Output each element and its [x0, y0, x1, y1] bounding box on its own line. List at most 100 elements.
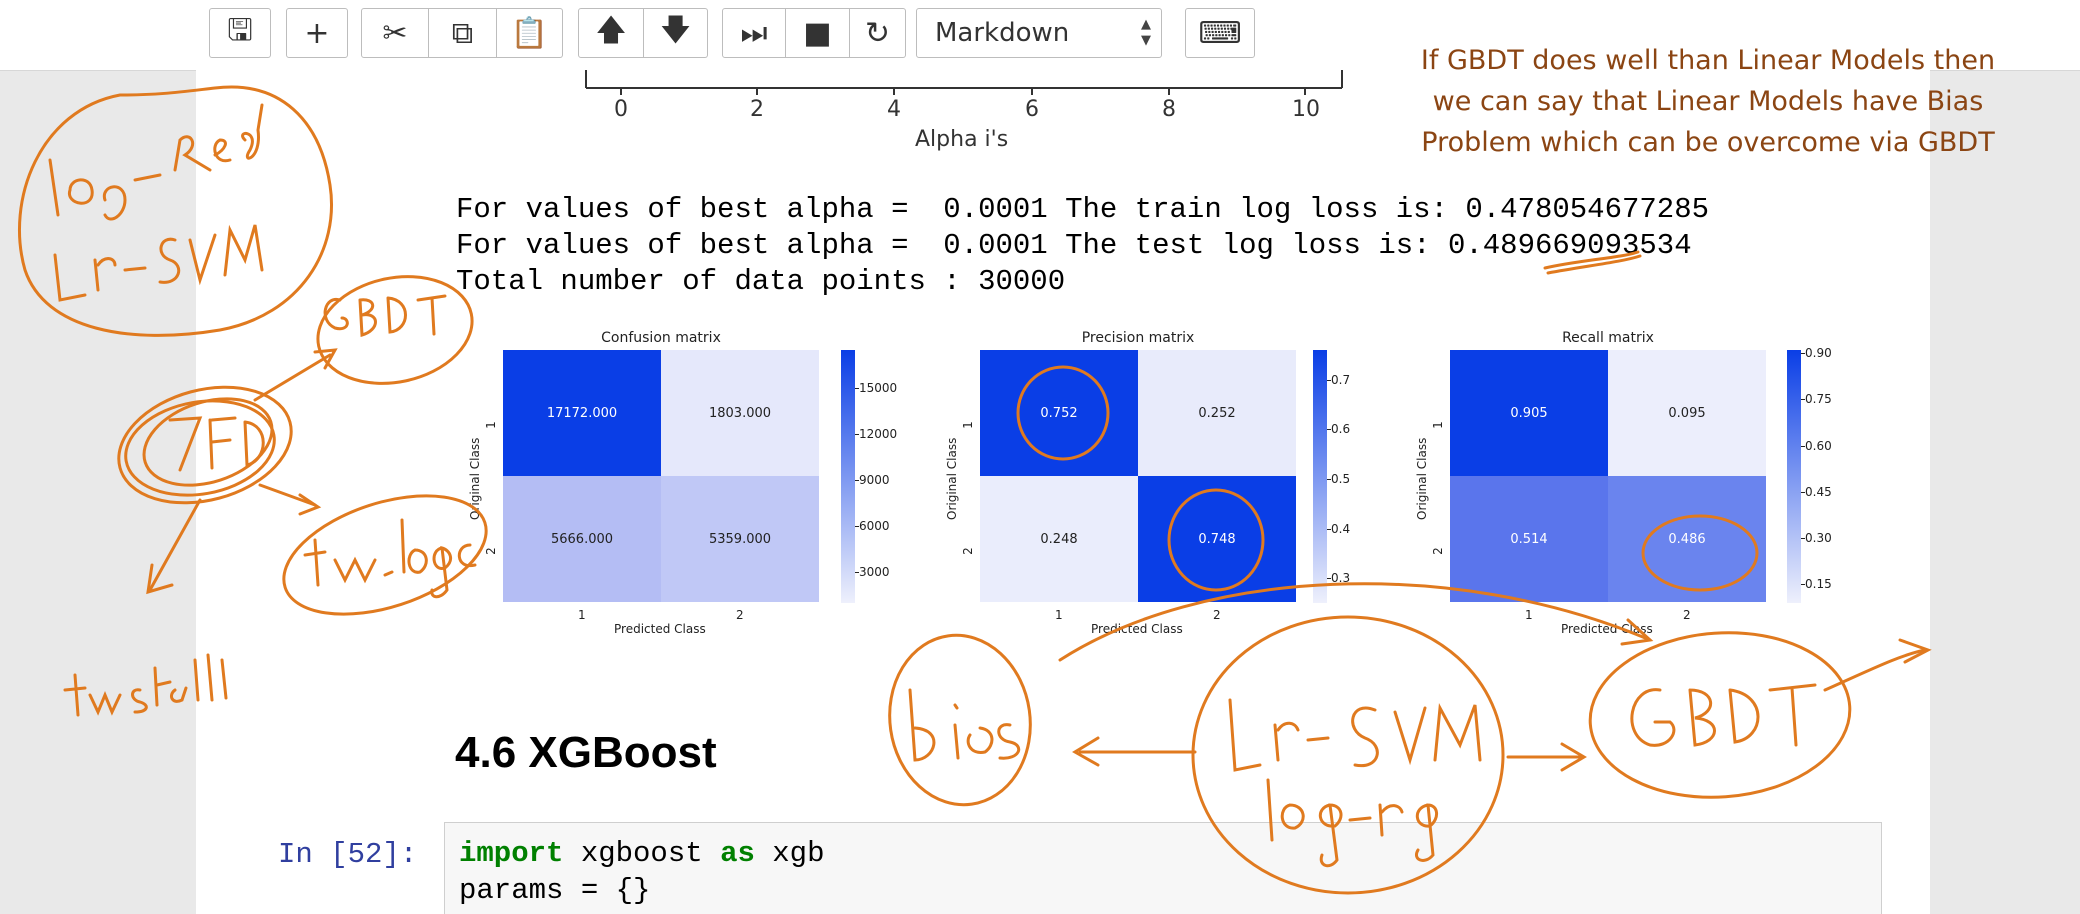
recall-matrix-cell: 0.095 [1608, 350, 1766, 476]
run-icon: ⏭ [740, 15, 768, 51]
move-up-button[interactable]: 🡅 [578, 8, 644, 58]
precision-matrix-cell: 0.248 [980, 476, 1138, 602]
colorbar-tick-mark [855, 572, 859, 574]
confusion-col-tick: 1 [578, 608, 586, 622]
colorbar-tick-mark [1801, 538, 1805, 540]
recall-col-tick: 2 [1683, 608, 1691, 622]
confusion-row-tick: 1 [483, 421, 498, 429]
move-down-button[interactable]: 🡇 [644, 8, 708, 58]
confusion-colorbar-tick: 9000 [859, 473, 890, 488]
precision-col-tick: 1 [1055, 608, 1063, 622]
confusion-x-axis-label: Predicted Class [614, 622, 706, 636]
cell-prompt: In [52]: [278, 838, 418, 871]
cell-type-select[interactable]: Markdown ▲ ▼ [916, 8, 1162, 58]
precision-matrix-cell: 0.752 [980, 350, 1138, 476]
precision-colorbar-tick: 0.5 [1331, 471, 1351, 486]
colorbar-tick-mark [1801, 445, 1805, 447]
precision-matrix-title: Precision matrix [1081, 330, 1195, 346]
code-cell-editor[interactable]: import xgboost as xgb params = {} [444, 822, 1882, 914]
interrupt-button[interactable]: ■ [786, 8, 850, 58]
confusion-matrix-cell: 5359.000 [661, 476, 819, 602]
recall-colorbar-tick: 0.90 [1805, 346, 1832, 361]
run-button[interactable]: ⏭ [722, 8, 786, 58]
cut-button[interactable]: ✂ [361, 8, 429, 58]
axis-tick-label: 4 [887, 97, 901, 122]
precision-col-tick: 2 [1213, 608, 1221, 622]
confusion-colorbar-tick: 12000 [859, 427, 898, 442]
precision-matrix-cell: 0.252 [1138, 350, 1296, 476]
confusion-colorbar-tick: 15000 [859, 381, 898, 396]
colorbar-tick-mark [1327, 379, 1331, 381]
restart-button[interactable]: ↻ [850, 8, 906, 58]
precision-matrix-cell: 0.748 [1138, 476, 1296, 602]
precision-row-tick: 2 [960, 547, 975, 555]
code-text: params = {} [459, 874, 651, 907]
confusion-matrix-cell: 1803.000 [661, 350, 819, 476]
copy-icon: ⧉ [451, 15, 474, 51]
axis-tick-label: 0 [614, 97, 628, 122]
confusion-col-tick: 2 [736, 608, 744, 622]
recall-colorbar-tick: 0.15 [1805, 577, 1832, 592]
confusion-colorbar-tick: 3000 [859, 565, 890, 580]
colorbar-tick-mark [855, 434, 859, 436]
colorbar-tick-mark [1801, 399, 1805, 401]
recall-y-axis-label: Original Class [1415, 437, 1429, 520]
recall-colorbar-tick: 0.30 [1805, 531, 1832, 546]
code-line: params = {} [459, 874, 650, 907]
precision-colorbar [1313, 350, 1327, 603]
arrow-up-icon: 🡅 [595, 12, 627, 48]
notebook-toolbar: 🖫 + ✂ ⧉ 📋 🡅 🡇 ⏭ ■ ↻ Markdown ▲ ▼ ⌨ [0, 0, 2080, 71]
keyboard-icon: ⌨ [1198, 15, 1242, 51]
confusion-y-axis-label: Original Class [468, 437, 482, 520]
colorbar-tick-mark [1801, 584, 1805, 586]
code-text: xgboost [563, 837, 721, 870]
command-palette-button[interactable]: ⌨ [1185, 8, 1255, 58]
restart-icon: ↻ [864, 15, 891, 51]
recall-row-tick: 2 [1430, 547, 1445, 555]
precision-row-tick: 1 [960, 421, 975, 429]
insert-cell-button[interactable]: + [286, 8, 348, 58]
stop-icon: ■ [803, 15, 832, 51]
plus-icon: + [304, 15, 330, 51]
colorbar-tick-mark [855, 526, 859, 528]
colorbar-tick-mark [855, 388, 859, 390]
precision-y-axis-label: Original Class [945, 437, 959, 520]
save-icon: 🖫 [227, 12, 253, 48]
recall-colorbar-tick: 0.75 [1805, 392, 1832, 407]
colorbar-tick-mark [1327, 528, 1331, 530]
output-line-train-loss: For values of best alpha = 0.0001 The tr… [456, 193, 1710, 226]
paste-button[interactable]: 📋 [497, 8, 563, 58]
colorbar-tick-mark [1327, 429, 1331, 431]
confusion-matrix-title: Confusion matrix [601, 330, 721, 346]
select-arrows-icon: ▲ ▼ [1141, 17, 1151, 48]
colorbar-tick-mark [1327, 478, 1331, 480]
recall-colorbar-tick: 0.60 [1805, 438, 1832, 453]
recall-row-tick: 1 [1430, 421, 1445, 429]
confusion-colorbar [841, 350, 855, 603]
recall-colorbar-tick: 0.45 [1805, 484, 1832, 499]
precision-colorbar-tick: 0.7 [1331, 372, 1351, 387]
cell-type-value: Markdown [935, 18, 1070, 48]
axis-tick-label: 2 [750, 97, 764, 122]
code-text: xgb [754, 837, 825, 870]
precision-colorbar-tick: 0.4 [1331, 521, 1351, 536]
axis-tick-label: 8 [1162, 97, 1176, 122]
confusion-matrix-cell: 17172.000 [503, 350, 661, 476]
colorbar-tick-mark [855, 480, 859, 482]
output-line-total-points: Total number of data points : 30000 [456, 265, 1066, 298]
code-keyword: import [459, 837, 564, 870]
colorbar-tick-mark [1801, 353, 1805, 355]
confusion-row-tick: 2 [483, 547, 498, 555]
recall-col-tick: 1 [1525, 608, 1533, 622]
save-button[interactable]: 🖫 [209, 8, 271, 58]
colorbar-tick-mark [1327, 578, 1331, 580]
recall-matrix-title: Recall matrix [1562, 330, 1654, 346]
colorbar-tick-mark [1801, 491, 1805, 493]
copy-button[interactable]: ⧉ [429, 8, 497, 58]
recall-matrix-cell: 0.905 [1450, 350, 1608, 476]
precision-x-axis-label: Predicted Class [1091, 622, 1183, 636]
precision-colorbar-tick: 0.6 [1331, 422, 1351, 437]
recall-matrix-cell: 0.486 [1608, 476, 1766, 602]
section-heading: 4.6 XGBoost [455, 728, 717, 777]
